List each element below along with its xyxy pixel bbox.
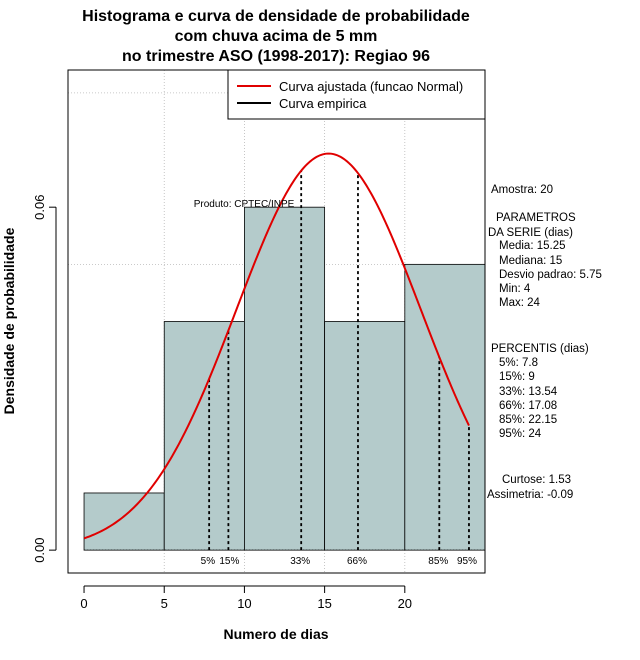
stat-desvio: Desvio padrao: 5.75 [499, 269, 602, 281]
y-tick-label-1: 0.06 [32, 195, 47, 220]
y-tick-label-0: 0.00 [32, 537, 47, 562]
x-tick-label-2: 10 [237, 596, 251, 611]
stat-p15: 15%: 9 [499, 371, 535, 383]
stat-assimetria: Assimetria: -0.09 [487, 489, 573, 501]
x-tick-label-3: 15 [317, 596, 331, 611]
percentile-label-4: 85% [428, 556, 448, 567]
stat-params-title-1: PARAMETROS [496, 212, 576, 224]
stat-curtose: Curtose: 1.53 [502, 474, 571, 486]
chart-title-line-2: com chuva acima de 5 mm [175, 28, 378, 45]
percentile-label-1: 15% [219, 556, 239, 567]
stat-min: Min: 4 [499, 283, 531, 295]
percentile-label-2: 33% [290, 556, 310, 567]
histogram-bar-1 [163, 321, 245, 551]
y-axis-label: Densidade de probabilidade [1, 227, 17, 414]
x-axis-label: Numero de dias [223, 626, 328, 642]
chart-title-line-1: Histograma e curva de densidade de proba… [82, 8, 470, 25]
chart-title-line-3: no trimestre ASO (1998-2017): Regiao 96 [122, 48, 430, 65]
legend-label-empirical: Curva empirica [279, 96, 367, 111]
grid-layer [68, 70, 485, 573]
stat-mediana: Mediana: 15 [499, 255, 562, 267]
stat-p33: 33%: 13.54 [499, 386, 558, 398]
stat-percentis-title: PERCENTIS (dias) [491, 343, 589, 355]
curve-layer [83, 152, 470, 540]
normal-curve-line [83, 152, 470, 540]
histogram-bar-3 [324, 321, 406, 551]
stat-p66: 66%: 17.08 [499, 400, 557, 412]
percentile-label-0: 5% [201, 556, 216, 567]
histogram-bar-0 [83, 492, 165, 551]
x-tick-label-4: 20 [398, 596, 412, 611]
percentile-layer: 5% 15% 33% 66% 85% 95% [201, 170, 477, 567]
x-tick-label-1: 5 [161, 596, 168, 611]
stat-p5: 5%: 7.8 [499, 357, 538, 369]
legend: Curva ajustada (funcao Normal) Curva emp… [227, 69, 486, 120]
bars-layer [83, 206, 486, 551]
x-axis: 0 5 10 15 20 [80, 585, 412, 611]
stat-amostra: Amostra: 20 [491, 184, 553, 196]
histogram-bar-4 [404, 263, 486, 551]
legend-box [227, 69, 486, 120]
stat-p85: 85%: 22.15 [499, 414, 557, 426]
stat-media: Media: 15.25 [499, 240, 566, 252]
product-annotation: Produto: CPTEC/INPE [194, 199, 295, 210]
legend-label-normal: Curva ajustada (funcao Normal) [279, 79, 463, 94]
x-tick-label-0: 0 [80, 596, 87, 611]
percentile-label-5: 95% [457, 556, 477, 567]
y-axis: 0.00 0.06 [32, 195, 57, 563]
stat-p95: 95%: 24 [499, 428, 542, 440]
stat-params-title-2: DA SERIE (dias) [488, 227, 573, 239]
histogram-bar-2 [244, 206, 326, 551]
percentile-label-3: 66% [347, 556, 367, 567]
stats-panel: Amostra: 20 PARAMETROS DA SERIE (dias) M… [487, 184, 602, 501]
stat-max: Max: 24 [499, 297, 541, 309]
